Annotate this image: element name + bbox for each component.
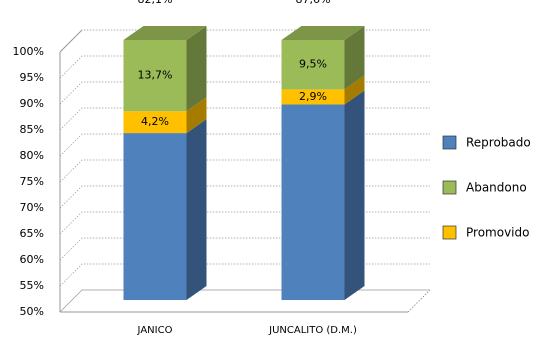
y-tick-label: 95%: [20, 71, 44, 84]
bar-segment: [123, 40, 187, 112]
y-tick-label: 65%: [20, 227, 44, 240]
bar-top: [281, 26, 365, 40]
bar-side: [344, 75, 365, 105]
grid-line: [59, 237, 430, 261]
data-label: 87,6%: [296, 0, 331, 6]
grid-line: [59, 185, 430, 209]
legend-label: Abandono: [466, 181, 527, 195]
bar-segment: [281, 40, 345, 90]
bar-top: [123, 26, 207, 40]
axis-line: [59, 29, 83, 53]
x-tick-label: JUNCALITO (D.M.): [268, 325, 357, 336]
y-tick-label: 75%: [20, 175, 44, 188]
grid-line: [59, 159, 430, 183]
grid-line: [59, 289, 430, 313]
bar-side: [186, 97, 207, 134]
floor-line: [407, 289, 431, 313]
legend-label: Reprobado: [466, 136, 531, 150]
data-label: 2,9%: [299, 90, 327, 103]
data-label: 4,2%: [141, 115, 169, 128]
y-tick-label: 100%: [13, 45, 44, 58]
y-tick-label: 80%: [20, 149, 44, 162]
grid-line: [59, 107, 430, 131]
y-tick-label: 50%: [20, 305, 44, 318]
grid-line: [59, 133, 430, 157]
y-tick-label: 85%: [20, 123, 44, 136]
bar-side: [186, 119, 207, 300]
legend-swatch: [442, 135, 457, 150]
grid-line: [59, 29, 430, 53]
legend-label: Promovido: [466, 226, 529, 240]
y-tick-label: 55%: [20, 279, 44, 292]
bar-side: [344, 26, 365, 90]
grid-line: [59, 81, 430, 105]
data-label: 82,1%: [138, 0, 173, 6]
y-tick-label: 70%: [20, 201, 44, 214]
legend-swatch: [442, 180, 457, 195]
bar-side: [186, 26, 207, 112]
grid-line: [59, 263, 430, 287]
y-tick-label: 90%: [20, 97, 44, 110]
bar-segment: [123, 111, 187, 134]
x-tick-label: JANICO: [137, 325, 173, 336]
bar-segment: [281, 104, 345, 300]
grid-line: [59, 55, 430, 79]
bar-segment: [123, 133, 187, 300]
grid-line: [59, 211, 430, 235]
y-tick-label: 60%: [20, 253, 44, 266]
legend-swatch: [442, 225, 457, 240]
bar-side: [344, 90, 365, 300]
bar-segment: [281, 89, 345, 105]
data-label: 13,7%: [138, 69, 173, 82]
data-label: 9,5%: [299, 58, 327, 71]
